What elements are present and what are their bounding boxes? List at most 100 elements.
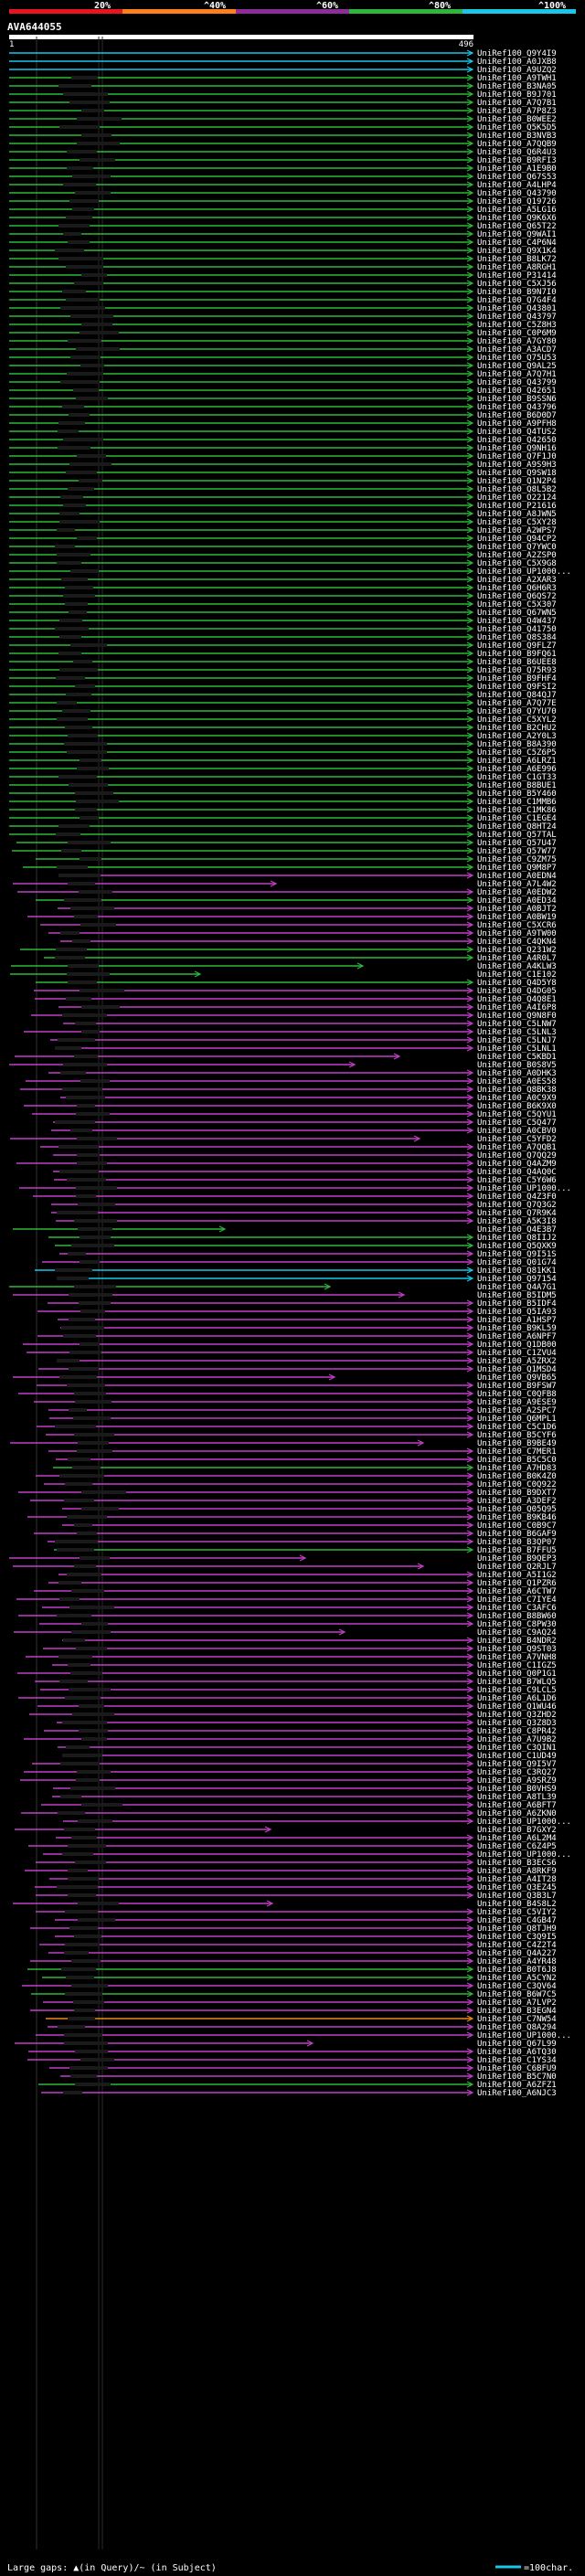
hit-label[interactable]: UniRef100_B5IDF4 xyxy=(477,1299,557,1309)
hit-label[interactable]: UniRef100_A8JWN5 xyxy=(477,510,557,519)
hit-label[interactable]: UniRef100_B9J701 xyxy=(477,90,557,100)
hit-label[interactable]: UniRef100_A1HSP7 xyxy=(477,1316,557,1325)
hit-label[interactable]: UniRef100_Q8A294 xyxy=(477,2023,557,2032)
hit-label[interactable]: UniRef100_A0DHK3 xyxy=(477,1069,557,1078)
hit-label[interactable]: UniRef100_A2ZSP0 xyxy=(477,551,557,560)
hit-label[interactable]: UniRef100_Q41750 xyxy=(477,625,557,634)
hit-label[interactable]: UniRef100_A5CYN2 xyxy=(477,1974,557,1983)
hit-label[interactable]: UniRef100_Q75R93 xyxy=(477,666,557,675)
hit-label[interactable]: UniRef100_Q65T22 xyxy=(477,222,557,231)
hit-label[interactable]: UniRef100_C0Q922 xyxy=(477,1480,557,1489)
hit-label[interactable]: UniRef100_A1E9B0 xyxy=(477,164,557,174)
hit-label[interactable]: UniRef100_Q1WU46 xyxy=(477,1702,557,1712)
hit-label[interactable]: UniRef100_Q43796 xyxy=(477,403,557,412)
hit-label[interactable]: UniRef100_Q9M8P7 xyxy=(477,864,557,873)
hit-label[interactable]: UniRef100_C5X9G8 xyxy=(477,559,557,568)
hit-label[interactable]: UniRef100_A6E996 xyxy=(477,765,557,774)
hit-label[interactable]: UniRef100_B5Y460 xyxy=(477,790,557,799)
hit-label[interactable]: UniRef100_Q9VB65 xyxy=(477,1373,557,1383)
hit-label[interactable]: UniRef100_Q57W77 xyxy=(477,847,557,856)
hit-label[interactable]: UniRef100_Q8S384 xyxy=(477,633,557,642)
hit-label[interactable]: UniRef100_A7Q77E xyxy=(477,699,557,708)
hit-label[interactable]: UniRef100_Q4D5Y8 xyxy=(477,979,557,988)
hit-label[interactable]: UniRef100_Q4A227 xyxy=(477,1949,557,1958)
hit-label[interactable]: UniRef100_C5LNL1 xyxy=(477,1044,557,1054)
hit-label[interactable]: UniRef100_Q4E3B7 xyxy=(477,1225,557,1235)
hit-label[interactable]: UniRef100_B8A390 xyxy=(477,740,557,749)
hit-label[interactable]: UniRef100_Q1PZR6 xyxy=(477,1579,557,1588)
hit-label[interactable]: UniRef100_C9ZM75 xyxy=(477,855,557,864)
hit-label[interactable]: UniRef100_P31414 xyxy=(477,271,557,281)
hit-label[interactable]: UniRef100_Q81KK1 xyxy=(477,1267,557,1276)
hit-label[interactable]: UniRef100_B5C7N0 xyxy=(477,2072,557,2082)
hit-label[interactable]: UniRef100_C6BFU9 xyxy=(477,2064,557,2073)
hit-label[interactable]: UniRef100_A0ED34 xyxy=(477,896,557,906)
hit-label[interactable]: UniRef100_B0S8V5 xyxy=(477,1061,557,1070)
hit-label[interactable]: UniRef100_C5Z6P5 xyxy=(477,748,557,758)
hit-label[interactable]: UniRef100_B9FQ61 xyxy=(477,650,557,659)
hit-label[interactable]: UniRef100_Q9SW18 xyxy=(477,469,557,478)
hit-label[interactable]: UniRef100_Q57TAL xyxy=(477,831,557,840)
hit-label[interactable]: UniRef100_C1MK86 xyxy=(477,806,557,815)
hit-label[interactable]: UniRef100_Q6QS72 xyxy=(477,592,557,601)
hit-label[interactable]: UniRef100_A6NPF7 xyxy=(477,1332,557,1341)
hit-label[interactable]: UniRef100_C1E102 xyxy=(477,970,557,980)
hit-label[interactable]: UniRef100_C5X307 xyxy=(477,600,557,610)
hit-label[interactable]: UniRef100_C5LNW7 xyxy=(477,1020,557,1029)
hit-label[interactable]: UniRef100_A2WPS7 xyxy=(477,526,557,535)
hit-label[interactable]: UniRef100_Q6R4U3 xyxy=(477,148,557,157)
hit-label[interactable]: UniRef100_B3QP07 xyxy=(477,1538,557,1547)
hit-label[interactable]: UniRef100_A5I1G2 xyxy=(477,1571,557,1580)
hit-label[interactable]: UniRef100_Q4Q8E1 xyxy=(477,995,557,1004)
hit-label[interactable]: UniRef100_A6ZKN0 xyxy=(477,1809,557,1818)
hit-label[interactable]: UniRef100_Q4AZM9 xyxy=(477,1160,557,1169)
hit-label[interactable]: UniRef100_C9LCL5 xyxy=(477,1686,557,1695)
hit-label[interactable]: UniRef100_B4S8L2 xyxy=(477,1900,557,1909)
hit-label[interactable]: UniRef100_Q7Q3G2 xyxy=(477,1201,557,1210)
hit-label[interactable]: UniRef100_Q75U53 xyxy=(477,354,557,363)
hit-label[interactable]: UniRef100_Q4AQ0C xyxy=(477,1168,557,1177)
hit-label[interactable]: UniRef100_C6Z4P5 xyxy=(477,1842,557,1851)
hit-label[interactable]: UniRef100_UP1000... xyxy=(477,1818,571,1827)
hit-label[interactable]: UniRef100_Q9FLZ7 xyxy=(477,641,557,651)
hit-label[interactable]: UniRef100_C0P6M9 xyxy=(477,329,557,338)
hit-label[interactable]: UniRef100_C5XJ56 xyxy=(477,280,557,289)
hit-label[interactable]: UniRef100_B8LK72 xyxy=(477,255,557,264)
hit-label[interactable]: UniRef100_Q7YU70 xyxy=(477,707,557,716)
hit-label[interactable]: UniRef100_Q8BK38 xyxy=(477,1086,557,1095)
hit-label[interactable]: UniRef100_A7QQB1 xyxy=(477,1143,557,1152)
hit-label[interactable]: UniRef100_Q5IA93 xyxy=(477,1308,557,1317)
hit-label[interactable]: UniRef100_A7U9B2 xyxy=(477,1735,557,1744)
hit-label[interactable]: UniRef100_Q8HT24 xyxy=(477,822,557,832)
hit-label[interactable]: UniRef100_Q5QXK9 xyxy=(477,1242,557,1251)
hit-label[interactable]: UniRef100_Q7YWC0 xyxy=(477,543,557,552)
hit-label[interactable]: UniRef100_Q4Z3F0 xyxy=(477,1193,557,1202)
hit-label[interactable]: UniRef100_Q1MSD4 xyxy=(477,1365,557,1374)
hit-label[interactable]: UniRef100_C5VIY2 xyxy=(477,1908,557,1917)
hit-label[interactable]: UniRef100_A9PFH8 xyxy=(477,419,557,429)
hit-label[interactable]: UniRef100_B6D0D7 xyxy=(477,411,557,420)
hit-label[interactable]: UniRef100_A4I6P8 xyxy=(477,1003,557,1012)
hit-label[interactable]: UniRef100_B5C5C0 xyxy=(477,1456,557,1465)
hit-label[interactable]: UniRef100_C1IGZ5 xyxy=(477,1661,557,1670)
hit-label[interactable]: UniRef100_A0BJT2 xyxy=(477,905,557,914)
hit-label[interactable]: UniRef100_C1MMB6 xyxy=(477,798,557,807)
hit-label[interactable]: UniRef100_A4IT28 xyxy=(477,1875,557,1884)
hit-label[interactable]: UniRef100_Q42651 xyxy=(477,387,557,396)
hit-label[interactable]: UniRef100_Q4TUS2 xyxy=(477,428,557,437)
hit-label[interactable]: UniRef100_Q8IIJ2 xyxy=(477,1234,557,1243)
hit-label[interactable]: UniRef100_UP1000... xyxy=(477,1184,571,1193)
hit-label[interactable]: UniRef100_B2CHU2 xyxy=(477,724,557,733)
hit-label[interactable]: UniRef100_A5K3I8 xyxy=(477,1217,557,1226)
hit-label[interactable]: UniRef100_Q43797 xyxy=(477,313,557,322)
hit-label[interactable]: UniRef100_B3NVB3 xyxy=(477,132,557,141)
hit-label[interactable]: UniRef100_Q43799 xyxy=(477,378,557,387)
hit-label[interactable]: UniRef100_C1EGE4 xyxy=(477,814,557,823)
hit-label[interactable]: UniRef100_A8TL39 xyxy=(477,1793,557,1802)
hit-label[interactable]: UniRef100_A6BFT7 xyxy=(477,1801,557,1810)
hit-label[interactable]: UniRef100_B4NDR2 xyxy=(477,1637,557,1646)
hit-label[interactable]: UniRef100_Q6H6R3 xyxy=(477,584,557,593)
hit-label[interactable]: UniRef100_A0EDW2 xyxy=(477,888,557,897)
hit-label[interactable]: UniRef100_B9KB46 xyxy=(477,1513,557,1522)
hit-label[interactable]: UniRef100_C1ZVU4 xyxy=(477,1349,557,1358)
